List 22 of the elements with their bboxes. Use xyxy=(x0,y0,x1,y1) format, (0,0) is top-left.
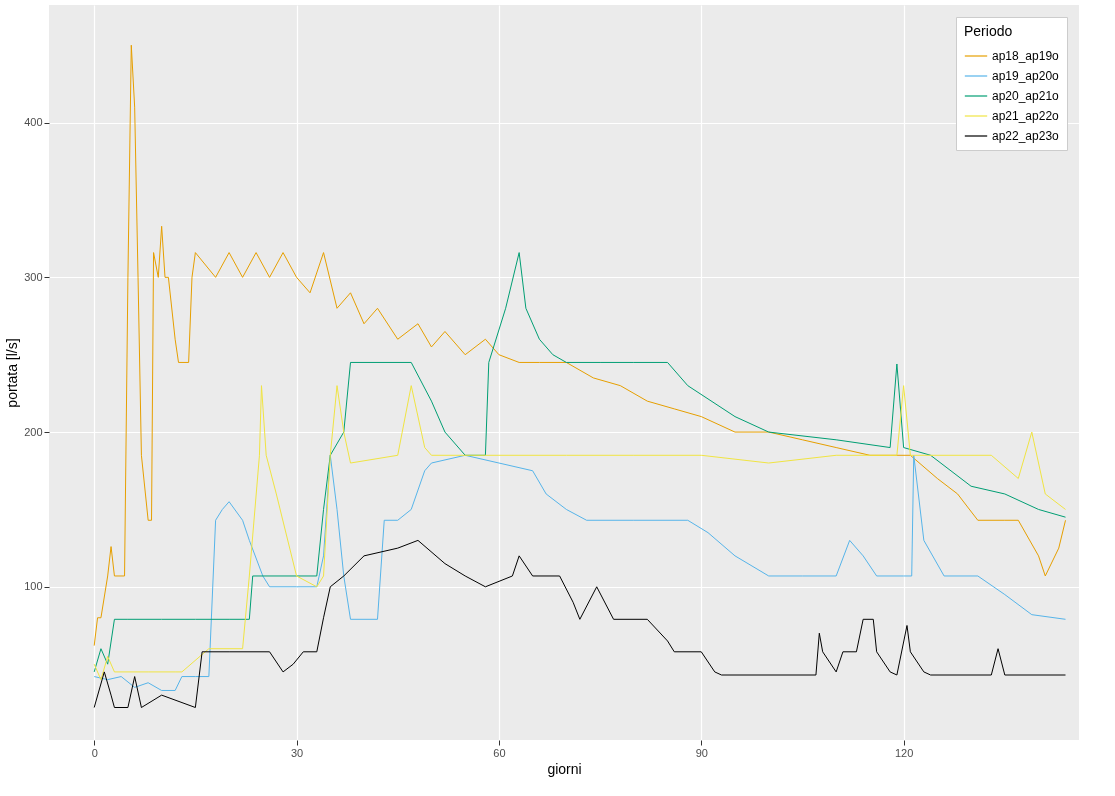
line-series xyxy=(93,385,1067,681)
x-tick-label: 90 xyxy=(695,746,708,759)
x-tick-label: 120 xyxy=(894,746,914,759)
legend-label: ap18_ap19o xyxy=(992,49,1060,63)
y-axis-title: portata [l/s] xyxy=(4,338,21,408)
x-tick-label: 0 xyxy=(91,746,98,759)
legend-label: ap19_ap20o xyxy=(992,69,1060,83)
y-tick-label: 200 xyxy=(24,425,43,438)
line-series xyxy=(93,44,1067,647)
x-tick-label: 60 xyxy=(493,746,506,759)
y-tick-label: 400 xyxy=(24,116,43,129)
legend-label: ap22_ap23o xyxy=(992,129,1060,143)
line-series xyxy=(93,252,1067,673)
legend-title: Periodo xyxy=(964,23,1013,39)
line-series xyxy=(93,539,1067,709)
line-series xyxy=(93,454,1067,691)
x-axis-title: giorni xyxy=(547,760,582,777)
y-tick-label: 300 xyxy=(24,270,43,283)
legend-label: ap21_ap22o xyxy=(992,109,1060,123)
y-tick-label: 100 xyxy=(24,580,43,593)
x-tick-label: 30 xyxy=(290,746,304,759)
legend-label: ap20_ap21o xyxy=(992,89,1060,103)
